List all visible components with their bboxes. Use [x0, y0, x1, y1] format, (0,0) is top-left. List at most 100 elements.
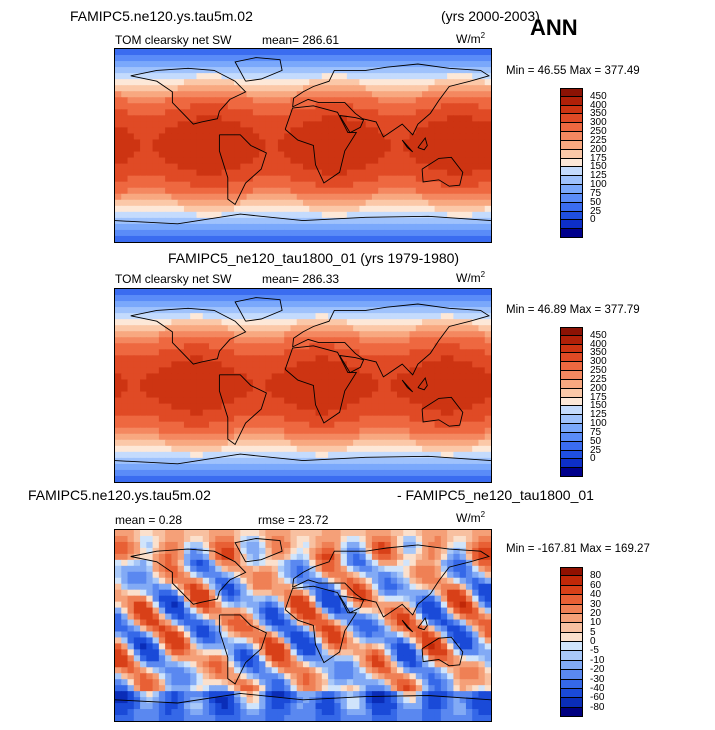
- map-cell: [115, 121, 122, 129]
- map-cell: [459, 613, 467, 621]
- map-cell: [415, 577, 423, 585]
- map-cell: [359, 211, 367, 219]
- map-cell: [152, 409, 160, 417]
- map-cell: [403, 49, 411, 56]
- map-cell: [440, 139, 448, 147]
- map-cell: [340, 619, 348, 627]
- map-cell: [127, 463, 135, 471]
- map-cell: [215, 601, 223, 609]
- map-cell: [271, 403, 279, 411]
- map-cell: [428, 163, 436, 171]
- map-cell: [234, 385, 241, 393]
- map-cell: [403, 163, 411, 171]
- map-cell: [422, 415, 429, 423]
- map-cell: [346, 457, 354, 465]
- map-cell: [359, 391, 367, 399]
- map-cell: [321, 163, 329, 171]
- map-cell: [165, 571, 172, 579]
- map-cell: [365, 583, 373, 591]
- map-cell: [165, 91, 172, 98]
- map-cell: [177, 175, 185, 183]
- map-cell: [227, 355, 235, 362]
- map-cell: [140, 337, 147, 344]
- map-cell: [340, 73, 348, 80]
- map-cell: [328, 361, 335, 369]
- map-cell: [440, 571, 448, 579]
- map-cell: [290, 379, 298, 387]
- map-cell: [484, 385, 491, 393]
- map-cell: [158, 127, 166, 135]
- map-cell: [359, 193, 367, 201]
- map-cell: [415, 565, 423, 573]
- map-cell: [165, 325, 172, 332]
- map-cell: [365, 115, 373, 122]
- map-cell: [340, 229, 348, 237]
- map-cell: [115, 631, 122, 639]
- map-cell: [127, 559, 135, 567]
- map-cell: [240, 73, 248, 80]
- map-cell: [284, 565, 292, 573]
- map-cell: [121, 163, 129, 171]
- map-cell: [340, 199, 348, 207]
- map-cell: [371, 571, 379, 579]
- map-cell: [202, 571, 210, 579]
- map-cell: [183, 541, 191, 549]
- map-cell: [171, 97, 179, 104]
- map-cell: [127, 601, 135, 609]
- map-cell: [158, 553, 166, 561]
- map-cell: [171, 223, 179, 231]
- map-cell: [140, 445, 147, 453]
- map-cell: [177, 385, 185, 393]
- map-cell: [440, 439, 448, 447]
- map-cell: [359, 421, 367, 429]
- map-cell: [403, 61, 411, 68]
- map-cell: [290, 475, 298, 482]
- map-cell: [271, 421, 279, 429]
- map-cell: [390, 391, 398, 399]
- map-cell: [196, 85, 204, 92]
- map-cell: [227, 193, 235, 201]
- map-cell: [340, 379, 348, 387]
- map-cell: [246, 229, 254, 237]
- map-cell: [453, 457, 461, 465]
- map-cell: [227, 571, 235, 579]
- map-cell: [165, 151, 172, 159]
- map-cell: [221, 379, 229, 387]
- map-cell: [459, 439, 467, 447]
- map-cell: [328, 541, 335, 549]
- map-cell: [378, 205, 386, 213]
- map-cell: [202, 313, 210, 320]
- map-cell: [127, 205, 135, 213]
- map-cell: [252, 427, 260, 435]
- map-cell: [359, 61, 367, 68]
- map-cell: [303, 331, 310, 338]
- map-cell: [127, 565, 135, 573]
- map-cell: [465, 601, 473, 609]
- map-cell: [146, 631, 154, 639]
- map-cell: [259, 571, 266, 579]
- map-cell: [165, 397, 172, 405]
- map-cell: [234, 607, 241, 615]
- map-cell: [296, 427, 304, 435]
- map-cell: [259, 181, 266, 189]
- map-cell: [277, 223, 285, 231]
- map-cell: [397, 67, 404, 74]
- map-cell: [152, 367, 160, 375]
- map-cell: [328, 583, 335, 591]
- map-cell: [265, 577, 273, 585]
- map-cell: [403, 613, 411, 621]
- map-cell: [140, 530, 147, 537]
- map-cell: [365, 445, 373, 453]
- map-cell: [183, 145, 191, 153]
- map-cell: [346, 193, 354, 201]
- map-cell: [290, 415, 298, 423]
- map-cell: [346, 127, 354, 135]
- map-cell: [434, 565, 442, 573]
- map-cell: [359, 463, 367, 471]
- map-cell: [252, 151, 260, 159]
- map-cell: [459, 121, 467, 129]
- map-cell: [140, 181, 147, 189]
- map-cell: [234, 469, 241, 477]
- map-cell: [133, 85, 141, 92]
- map-cell: [359, 103, 367, 110]
